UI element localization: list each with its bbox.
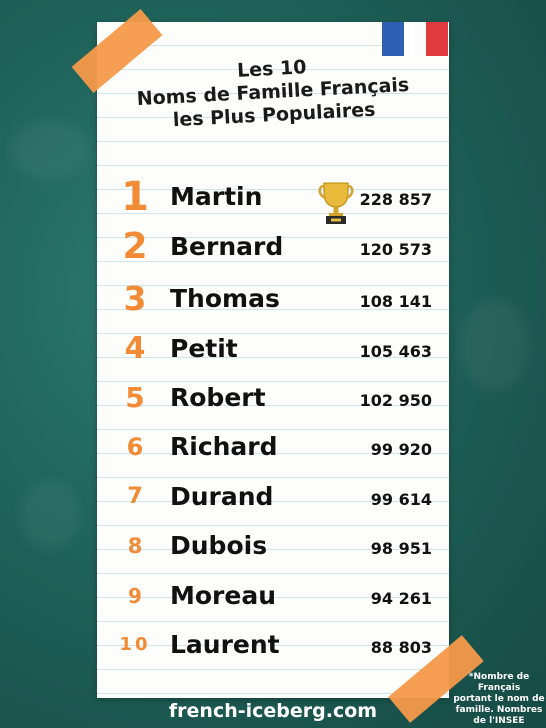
surname: Durand: [170, 482, 274, 511]
chalk-smudge: [20, 480, 80, 550]
count: 94 261: [370, 589, 432, 608]
ranking-row: 9 Moreau 94 261: [110, 575, 436, 617]
ranking-row: 5 Robert 102 950: [110, 377, 436, 419]
count: 228 857: [359, 190, 432, 209]
rank-number: 5: [125, 381, 145, 414]
trophy-icon: [318, 182, 354, 224]
surname: Petit: [170, 334, 238, 363]
surname: Richard: [170, 432, 278, 461]
footnote-line: de l'INSEE: [473, 716, 525, 726]
rank-number: 7: [127, 484, 143, 509]
rank-number: 3: [123, 279, 147, 318]
rank-number: 8: [127, 534, 143, 558]
ranking-card: [97, 22, 449, 698]
ranking-row: 3 Thomas 108 141: [110, 278, 436, 320]
surname: Martin: [170, 182, 263, 211]
french-flag-icon: [382, 22, 448, 56]
ranking-row: 6 Richard 99 920: [110, 426, 436, 468]
rank-number: 6: [126, 433, 144, 461]
surname: Bernard: [170, 232, 284, 261]
ranking-row: 1 Martin 228 857: [110, 176, 436, 218]
surname: Moreau: [170, 581, 277, 610]
rank-number: 9: [128, 584, 142, 608]
rank-number: 10: [119, 634, 151, 655]
count: 120 573: [359, 240, 432, 259]
surname: Laurent: [170, 630, 280, 659]
footnote: *Nombre de Français portant le nom de fa…: [452, 672, 546, 727]
count: 88 803: [370, 638, 432, 657]
surname: Thomas: [170, 284, 280, 313]
footnote-line: portant le nom de: [453, 694, 545, 704]
surname: Dubois: [170, 531, 268, 560]
ranking-row: 8 Dubois 98 951: [110, 525, 436, 567]
footnote-line: *Nombre de Français: [468, 672, 530, 693]
website-link[interactable]: french-iceberg.com: [168, 700, 378, 722]
surname: Robert: [170, 383, 266, 412]
ranking-row: 10 Laurent 88 803: [110, 624, 436, 666]
ranking-row: 2 Bernard 120 573: [110, 226, 436, 268]
chalk-smudge: [10, 120, 90, 180]
count: 98 951: [370, 539, 432, 558]
count: 105 463: [359, 342, 432, 361]
ranking-row: 4 Petit 105 463: [110, 328, 436, 370]
count: 99 920: [370, 440, 432, 459]
count: 99 614: [370, 490, 432, 509]
count: 108 141: [359, 292, 432, 311]
rank-number: 2: [122, 226, 148, 267]
ranking-row: 7 Durand 99 614: [110, 476, 436, 518]
rank-number: 1: [121, 174, 149, 220]
count: 102 950: [359, 391, 432, 410]
rank-number: 4: [124, 331, 146, 366]
footnote-line: famille. Nombres: [455, 705, 543, 715]
chalk-smudge: [460, 300, 530, 390]
